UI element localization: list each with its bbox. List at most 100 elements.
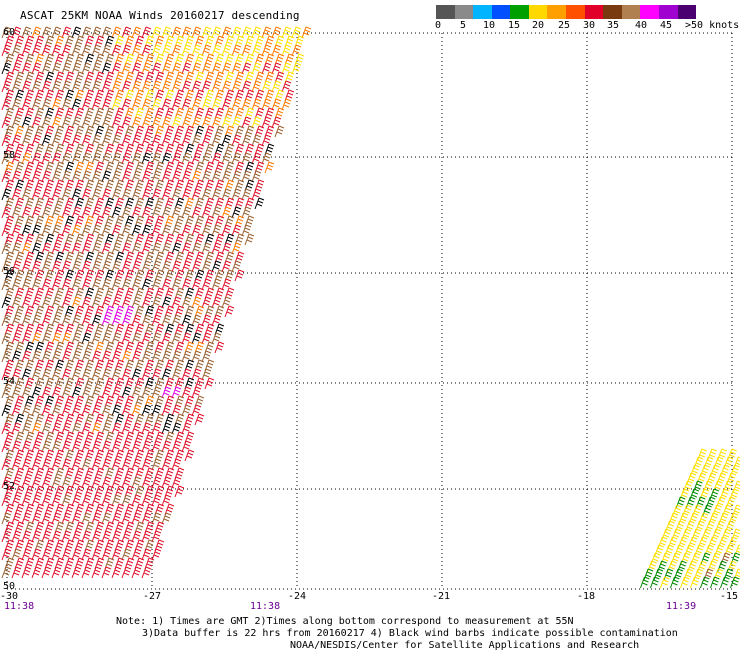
wind-barb-w-203: [231, 80, 242, 93]
wind-barb-w-510: [254, 179, 265, 192]
wind-barb-w-753: [184, 269, 195, 282]
wind-barb-w-984: [31, 368, 42, 381]
wind-barb-w-879: [64, 323, 75, 336]
wind-barb-w-481: [221, 170, 232, 183]
wind-barb-w-261: [231, 98, 242, 111]
wind-barb-w-561: [244, 197, 255, 210]
wind-barb-w-276: [94, 107, 105, 120]
wind-barb-e-75: [664, 544, 674, 557]
wind-barb-e-65: [731, 528, 740, 541]
wind-barb-w-849: [214, 305, 225, 318]
wind-barb-w-463: [41, 170, 52, 183]
wind-barb-w-995: [141, 368, 152, 381]
wind-barb-w-688: [14, 251, 25, 264]
wind-barb-w-690: [34, 251, 45, 264]
wind-barb-w-493: [84, 179, 95, 192]
wind-barb-w-105: [144, 53, 155, 66]
wind-barb-w-103: [124, 53, 135, 66]
wind-barb-w-992: [111, 368, 122, 381]
wind-barb-w-1019: [174, 377, 185, 390]
wind-barb-w-860: [91, 314, 102, 327]
wind-barb-w-603: [154, 215, 165, 228]
wind-barb-w-1333: [151, 530, 162, 543]
wind-barb-w-1121: [181, 422, 192, 435]
wind-barb-w-164: [134, 71, 145, 84]
wind-barb-w-238: [1, 98, 12, 111]
wind-barb-w-532: [211, 188, 222, 201]
wind-barb-w-1186: [71, 458, 82, 471]
wind-barb-w-893: [204, 323, 215, 336]
wind-barb-w-746: [114, 269, 125, 282]
wind-barb-w-777: [181, 278, 192, 291]
wind-barb-w-738: [34, 269, 45, 282]
wind-barb-w-597: [94, 215, 105, 228]
wind-barb-w-1027: [41, 386, 52, 399]
wind-barb-w-177: [264, 71, 275, 84]
wind-barb-w-185: [51, 80, 62, 93]
wind-barb-w-156: [54, 71, 65, 84]
wind-barb-w-410: [51, 152, 62, 165]
wind-barb-w-1150: [91, 440, 102, 453]
wind-barb-w-655: [174, 233, 185, 246]
wind-barb-e-29: [719, 488, 730, 501]
wind-barb-w-526: [151, 188, 162, 201]
wind-barb-w-523: [121, 188, 132, 201]
wind-barb-e-53: [685, 520, 695, 533]
wind-barb-w-19: [191, 26, 202, 39]
wind-barb-w-1266: [151, 494, 162, 507]
wind-barb-w-1067: [41, 404, 52, 417]
wind-barb-w-657: [194, 233, 205, 246]
wind-barb-w-919: [24, 341, 35, 354]
wind-barb-w-242: [41, 98, 52, 111]
wind-barb-w-464: [51, 170, 62, 183]
wind-barb-w-184: [41, 80, 52, 93]
wind-barb-w-306: [111, 116, 122, 129]
wind-barb-e-7: [723, 456, 734, 469]
wind-barb-w-1068: [51, 404, 62, 417]
wind-barb-w-558: [214, 197, 225, 210]
wind-barb-w-1294: [91, 512, 102, 525]
wind-barb-w-1075: [121, 404, 132, 417]
wind-barb-w-1369: [34, 557, 45, 570]
wind-barb-w-157: [64, 71, 75, 84]
wind-barb-w-1313: [114, 521, 125, 534]
wind-barb-w-598: [104, 215, 115, 228]
wind-barb-w-1362: [121, 548, 132, 561]
wind-barb-w-961: [14, 359, 25, 372]
wind-barb-w-155: [44, 71, 55, 84]
wind-barb-w-23: [231, 26, 242, 39]
wind-barb-w-230: [214, 89, 225, 102]
wind-barb-w-826: [211, 296, 222, 309]
wind-barb-w-809: [41, 296, 52, 309]
wind-barb-w-122: [11, 62, 22, 75]
wind-barb-w-1371: [54, 557, 65, 570]
wind-barb-w-960: [4, 359, 15, 372]
wind-barb-w-408: [31, 152, 42, 165]
wind-barb-w-1052: [94, 395, 105, 408]
wind-barb-w-774: [151, 278, 162, 291]
wind-barb-w-728: [171, 260, 182, 273]
wind-barb-w-28: [281, 26, 292, 39]
wind-barb-w-484: [251, 170, 262, 183]
wind-barb-w-898: [31, 332, 42, 345]
wind-barb-w-1277: [94, 503, 105, 516]
wind-barb-w-815: [101, 296, 112, 309]
wind-barb-w-190: [101, 80, 112, 93]
wind-barb-w-882: [94, 323, 105, 336]
wind-barb-w-334: [114, 125, 125, 138]
wind-barb-w-678: [151, 242, 162, 255]
wind-barb-w-74: [131, 44, 142, 57]
wind-barb-w-1328: [101, 530, 112, 543]
wind-barb-e-69: [687, 536, 698, 549]
wind-barb-w-607: [194, 215, 205, 228]
wind-barb-w-452: [204, 161, 215, 174]
wind-barb-w-913: [181, 332, 192, 345]
wind-barb-w-488: [34, 179, 45, 192]
wind-barb-w-637: [241, 224, 252, 237]
wind-barb-w-146: [251, 62, 262, 75]
wind-barb-w-1108: [51, 422, 62, 435]
wind-barb-w-500: [154, 179, 165, 192]
wind-barb-w-1104: [11, 422, 22, 435]
wind-barb-w-564: [11, 206, 22, 219]
wind-barb-w-949: [101, 350, 112, 363]
